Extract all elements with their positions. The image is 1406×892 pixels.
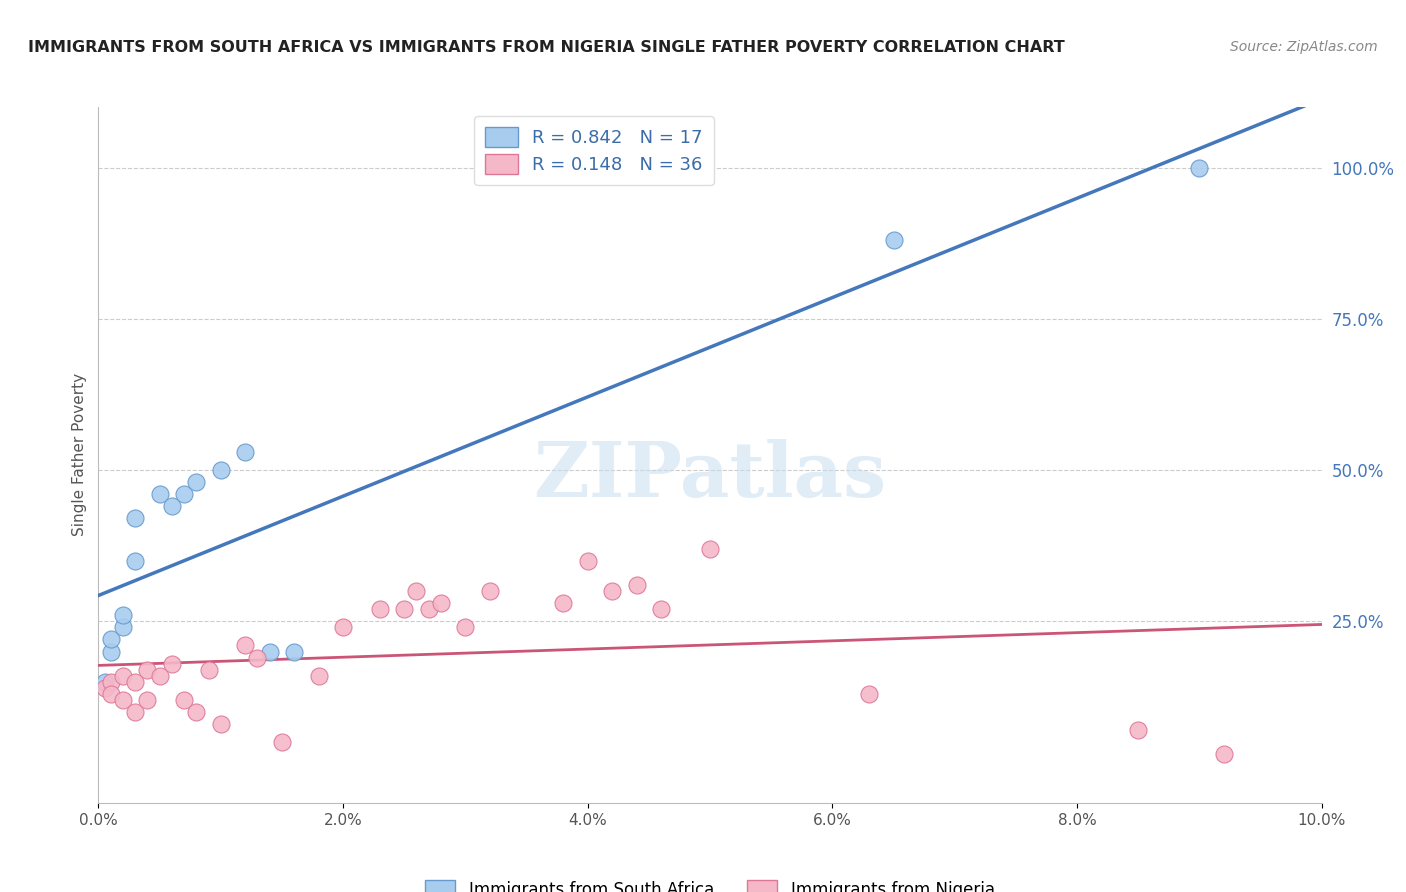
Point (233, 445, 256, 459)
Point (233, 639, 256, 653)
Point (1188, 161, 1211, 175)
Point (100, 687, 122, 701)
Point (100, 632, 122, 647)
Point (186, 475, 208, 490)
Point (576, 554, 599, 568)
Point (1212, 747, 1234, 762)
Text: Source: ZipAtlas.com: Source: ZipAtlas.com (1230, 40, 1378, 54)
Point (124, 511, 146, 525)
Point (209, 717, 232, 731)
Point (1128, 723, 1150, 738)
Point (478, 584, 501, 599)
Point (699, 541, 721, 556)
Point (418, 602, 440, 616)
Point (100, 674, 122, 689)
Text: ZIPatlas: ZIPatlas (533, 439, 887, 513)
Point (308, 669, 330, 683)
Point (93, 681, 115, 695)
Point (111, 693, 134, 707)
Point (650, 602, 672, 616)
Point (173, 487, 195, 501)
Point (332, 620, 354, 634)
Point (270, 735, 292, 749)
Point (368, 602, 391, 616)
Point (149, 487, 172, 501)
Point (209, 463, 232, 477)
Point (111, 608, 134, 623)
Point (186, 705, 208, 719)
Point (93, 674, 115, 689)
Point (626, 578, 648, 592)
Point (160, 500, 183, 514)
Point (600, 584, 623, 599)
Point (124, 705, 146, 719)
Point (124, 674, 146, 689)
Point (392, 602, 416, 616)
Point (553, 596, 575, 610)
Point (100, 644, 122, 658)
Point (283, 644, 305, 658)
Point (259, 644, 281, 658)
Point (111, 620, 134, 634)
Point (160, 657, 183, 671)
Point (430, 596, 453, 610)
Point (405, 584, 427, 599)
Point (124, 554, 146, 568)
Point (197, 663, 219, 677)
Text: IMMIGRANTS FROM SOUTH AFRICA VS IMMIGRANTS FROM NIGERIA SINGLE FATHER POVERTY CO: IMMIGRANTS FROM SOUTH AFRICA VS IMMIGRAN… (28, 40, 1064, 55)
Point (454, 620, 477, 634)
Point (883, 233, 905, 247)
Point (136, 663, 159, 677)
Point (173, 693, 195, 707)
Point (136, 693, 159, 707)
Point (111, 669, 134, 683)
Point (858, 687, 880, 701)
Y-axis label: Single Father Poverty: Single Father Poverty (72, 374, 87, 536)
Point (246, 650, 269, 665)
Point (149, 669, 172, 683)
Legend: Immigrants from South Africa, Immigrants from Nigeria: Immigrants from South Africa, Immigrants… (419, 874, 1001, 892)
